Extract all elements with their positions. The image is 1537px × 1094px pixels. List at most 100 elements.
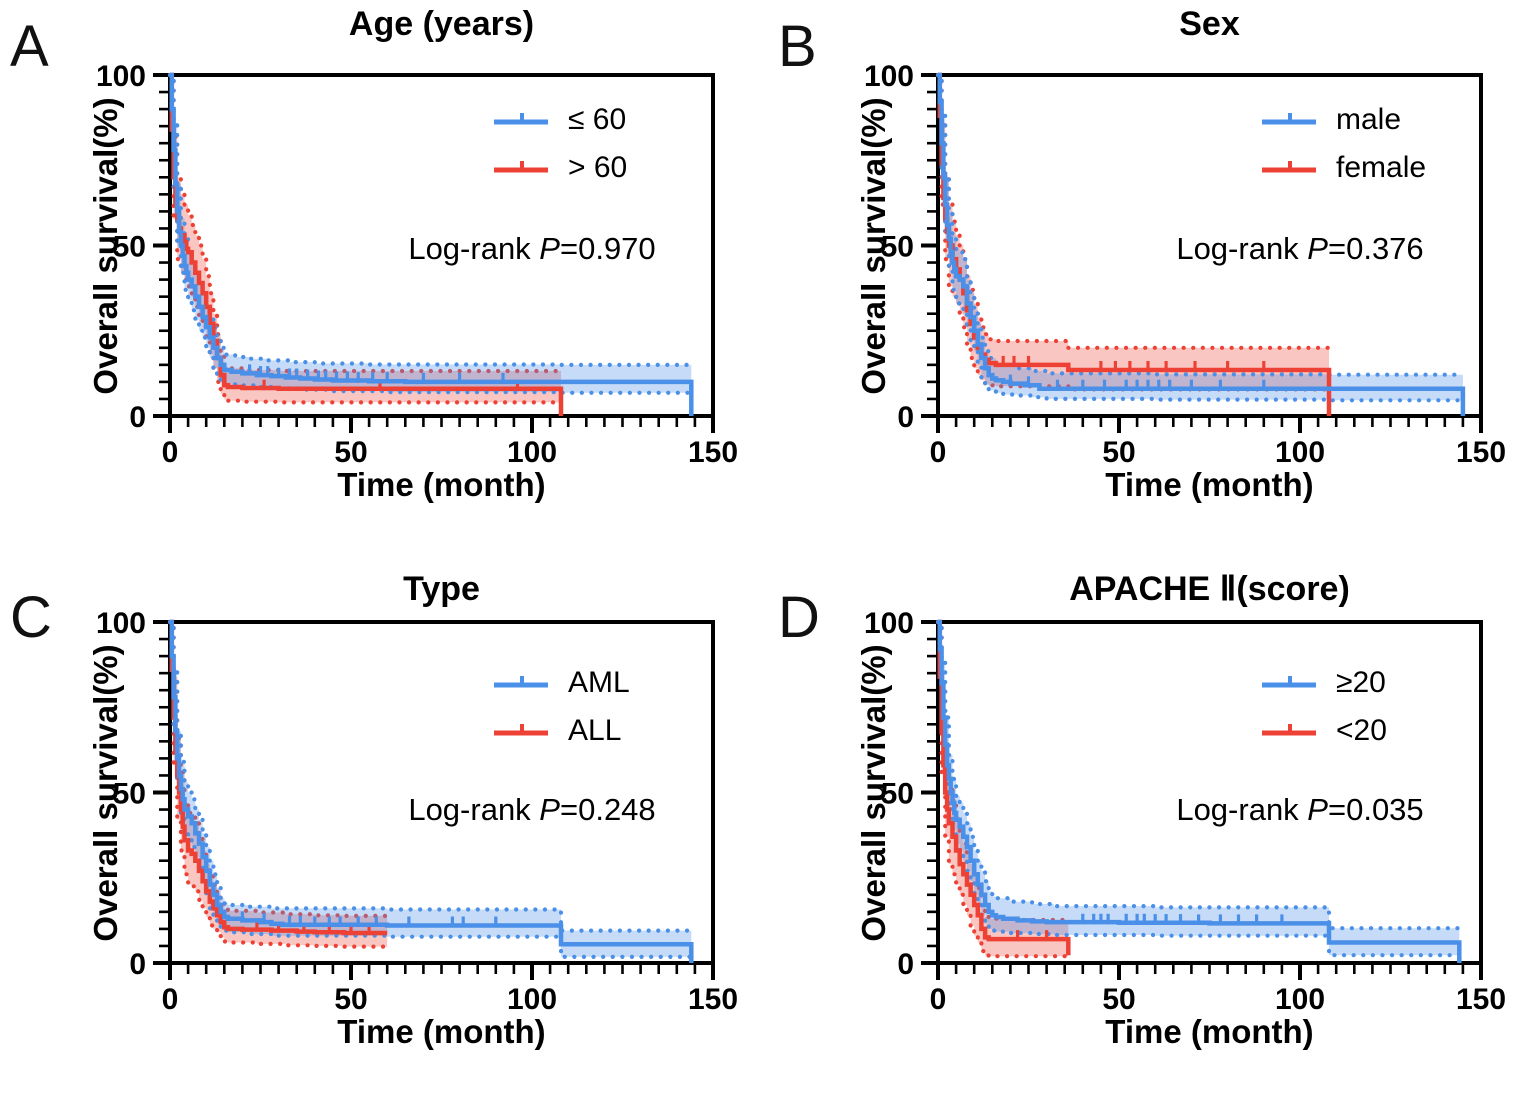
km-censor-marker-icon	[494, 113, 548, 125]
legend-label: AML	[568, 666, 630, 699]
km-censor-marker-icon	[1262, 161, 1316, 173]
ci-band	[938, 75, 1329, 390]
y-tick-label: 50	[113, 231, 146, 264]
legend-item: ≤ 60	[492, 102, 627, 138]
x-tick-label: 150	[1456, 983, 1506, 1016]
y-axis-label: Overall survival(%)	[87, 644, 124, 942]
ci-edge-upper	[167, 619, 694, 933]
y-tick-label: 100	[864, 60, 914, 93]
y-tick-label: 100	[96, 60, 146, 93]
y-tick-label: 100	[864, 607, 914, 640]
km-curve	[169, 619, 694, 963]
legend-item: <20	[1260, 713, 1387, 749]
panel-title: Sex	[1179, 5, 1240, 43]
km-censor-marker-icon	[1262, 113, 1316, 125]
logrank-value: =0.376	[1327, 231, 1424, 266]
x-tick-label: 50	[1102, 983, 1135, 1016]
legend-item: ALL	[492, 713, 630, 749]
ci-edge-lower	[167, 619, 694, 959]
legend: male female	[1260, 102, 1426, 186]
y-tick-label: 50	[113, 778, 146, 811]
axes: 0 50 100 150 0 50 100	[96, 60, 738, 469]
ci-edge-lower	[167, 72, 694, 396]
panel-letter: D	[778, 585, 820, 650]
km-curve	[937, 619, 1071, 956]
y-tick-label: 50	[881, 231, 914, 264]
y-tick-label: 0	[897, 401, 914, 434]
x-tick-label: 100	[507, 436, 557, 469]
legend-label: ALL	[568, 714, 622, 747]
x-tick-label: 100	[1275, 436, 1325, 469]
ci-edge-upper	[167, 72, 564, 374]
panel-letter: B	[778, 14, 817, 79]
ci-edge-lower	[935, 72, 1465, 403]
logrank-annotation: Log-rank P=0.035	[1120, 792, 1480, 828]
legend-item: AML	[492, 665, 630, 701]
ci-edge-lower	[167, 619, 390, 949]
logrank-p-symbol: P	[539, 231, 560, 266]
legend-label: ≥20	[1336, 666, 1386, 699]
axes: 0 50 100 150 0 50 100	[96, 607, 738, 1016]
axes: 0 50 100 150 0 50 100	[864, 607, 1506, 1016]
plot-frame	[936, 620, 1483, 965]
ci-edge-upper	[935, 619, 1462, 931]
x-axis-label: Time (month)	[337, 466, 546, 503]
km-curve	[937, 619, 1462, 963]
panel-B: B Sex 0 50 100 150 0 50 100 Overall survival(%…	[768, 0, 1537, 547]
x-axis-label: Time (month)	[1105, 1013, 1314, 1050]
logrank-annotation: Log-rank P=0.376	[1120, 231, 1480, 267]
logrank-value: =0.970	[559, 231, 656, 266]
panel-title: Age (years)	[348, 5, 535, 43]
logrank-prefix: Log-rank	[408, 231, 540, 266]
y-tick-label: 0	[129, 401, 146, 434]
km-censor-marker-icon	[494, 161, 548, 173]
ci-band	[938, 622, 1069, 957]
logrank-prefix: Log-rank	[1176, 231, 1308, 266]
km-censor-marker-icon	[494, 676, 548, 688]
km-censor-marker-icon	[494, 724, 548, 736]
logrank-value: =0.035	[1327, 792, 1424, 827]
legend-label: male	[1336, 103, 1402, 136]
y-tick-label: 0	[129, 948, 146, 981]
logrank-value: =0.248	[559, 792, 656, 827]
logrank-prefix: Log-rank	[408, 792, 540, 827]
panel-letter: C	[10, 585, 52, 650]
panel-letter: A	[10, 14, 49, 79]
km-censor-marker-icon	[1262, 676, 1316, 688]
y-axis-label: Overall survival(%)	[855, 644, 892, 942]
legend: ≤ 60 > 60	[492, 102, 627, 186]
logrank-p-symbol: P	[539, 792, 560, 827]
km-censor-marker-icon	[1262, 724, 1316, 736]
ci-edge-lower	[935, 619, 1071, 959]
legend-label: <20	[1336, 714, 1387, 747]
km-curve	[169, 72, 694, 416]
x-tick-label: 50	[334, 436, 367, 469]
legend-label: female	[1336, 151, 1427, 184]
x-tick-label: 0	[930, 436, 947, 469]
panel-C: C Type 0 50 100 150 0 50 100 Overall survival(…	[0, 547, 768, 1094]
plot-frame	[936, 73, 1483, 418]
x-tick-label: 50	[1102, 436, 1135, 469]
km-curve	[937, 72, 1466, 416]
km-plot: 0 50 100 150 0 50 100	[864, 607, 1506, 1016]
panel-title: APACHE Ⅱ(score)	[1069, 570, 1350, 608]
km-plot: 0 50 100 150 0 50 100	[864, 60, 1506, 469]
y-axis-label: Overall survival(%)	[855, 97, 892, 395]
ci-edge-upper	[935, 72, 1465, 378]
panel-A: A Age (years) 0 50 100 150 0 50 100 Overall su…	[0, 0, 768, 547]
plot-frame	[168, 620, 715, 965]
legend-item: female	[1260, 150, 1426, 186]
y-tick-label: 100	[96, 607, 146, 640]
legend-label: ≤ 60	[568, 103, 627, 136]
x-tick-label: 150	[688, 983, 738, 1016]
legend: ≥20 <20	[1260, 665, 1387, 749]
x-tick-label: 0	[162, 983, 179, 1016]
legend: AML ALL	[492, 665, 630, 749]
y-axis-label: Overall survival(%)	[87, 97, 124, 395]
axes: 0 50 100 150 0 50 100	[864, 60, 1506, 469]
x-tick-label: 0	[930, 983, 947, 1016]
x-tick-label: 150	[1456, 436, 1506, 469]
logrank-prefix: Log-rank	[1176, 792, 1308, 827]
y-tick-label: 50	[881, 778, 914, 811]
